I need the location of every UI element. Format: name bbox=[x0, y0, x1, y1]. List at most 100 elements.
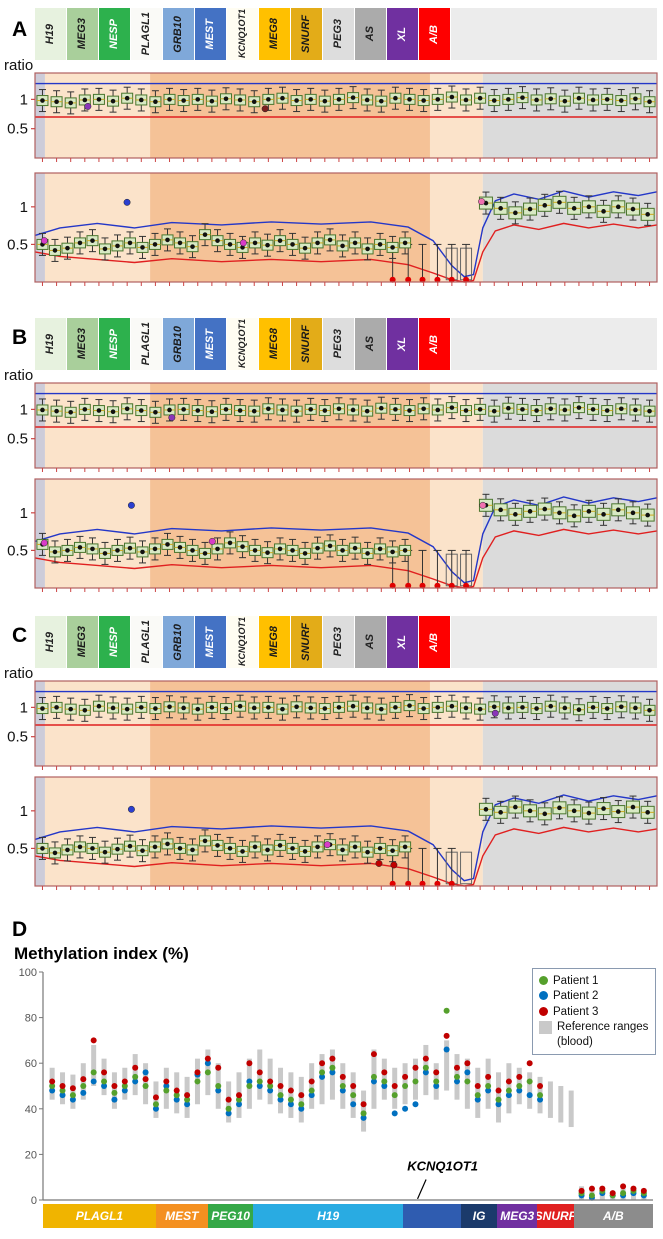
gene-label-grb10: GRB10 bbox=[163, 616, 195, 668]
gene-label-kcnq1ot1: KCNQ1OT1 bbox=[227, 8, 259, 60]
gene-label-text: MEG3 bbox=[76, 328, 88, 360]
svg-text:0.5: 0.5 bbox=[7, 121, 28, 138]
C-methylation_ratio-svg: 10.5 bbox=[7, 776, 658, 890]
methylation-index-scatter-plot: 0 20 40 60 80 100 KCNQ1OT1 bbox=[10, 966, 660, 1211]
panel-c-label: C bbox=[12, 624, 28, 647]
band-segment-ig: IG bbox=[460, 1204, 498, 1228]
gene-label-plagl1: PLAGL1 bbox=[131, 318, 163, 370]
gene-label-text: PEG3 bbox=[332, 329, 344, 359]
gene-header-filler bbox=[451, 318, 657, 370]
gene-label-text: A/B bbox=[428, 334, 440, 354]
svg-text:0: 0 bbox=[31, 1195, 37, 1206]
gene-label-snurf: SNURF bbox=[291, 8, 323, 60]
gene-header-b: H19 MEG3 NESP PLAGL1 GRB10 MEST KCNQ1OT1 MEG8 SN… bbox=[35, 318, 657, 370]
gene-label-text: H19 bbox=[44, 23, 56, 45]
svg-text:1: 1 bbox=[20, 199, 28, 216]
gene-label-meg8: MEG8 bbox=[259, 318, 291, 370]
svg-text:1: 1 bbox=[20, 91, 28, 108]
gene-label-text: PEG3 bbox=[332, 19, 344, 49]
legend-label-patient3: Patient 3 bbox=[553, 1005, 599, 1018]
gene-header-filler bbox=[451, 8, 657, 60]
panel-d-label: D bbox=[12, 918, 28, 941]
gene-label-kcnq1ot1: KCNQ1OT1 bbox=[227, 318, 259, 370]
panel-a-methylation-plot: 1 0.5 bbox=[0, 170, 663, 307]
svg-text:1: 1 bbox=[20, 505, 28, 522]
panel-b-copy-number-plot: 1 0.5 bbox=[0, 380, 663, 481]
gene-label-text: MEG8 bbox=[268, 328, 280, 360]
svg-text:100: 100 bbox=[19, 967, 37, 979]
legend-label-patient2: Patient 2 bbox=[553, 990, 599, 1003]
band-segment-meg3: MEG3 bbox=[497, 1204, 538, 1228]
svg-text:1: 1 bbox=[20, 401, 28, 418]
band-segment-snurf: SNURF bbox=[537, 1204, 574, 1228]
panel-c-copy-number-plot: 1 0.5 bbox=[0, 678, 663, 779]
patient1-dot-icon bbox=[539, 976, 548, 985]
scatter-svg: 0 20 40 60 80 100 KCNQ1OT1 bbox=[19, 967, 653, 1207]
gene-header-c: H19 MEG3 NESP PLAGL1 GRB10 MEST KCNQ1OT1 MEG8 SN… bbox=[35, 616, 657, 668]
gene-label-text: SNURF bbox=[300, 325, 312, 363]
gene-label-text: GRB10 bbox=[172, 623, 184, 661]
gene-label-text: MEG3 bbox=[76, 18, 88, 50]
svg-text:0.5: 0.5 bbox=[7, 542, 28, 559]
B-copy_number_ratio-svg: 10.5 bbox=[7, 382, 658, 472]
gene-label-h19: H19 bbox=[35, 616, 67, 668]
gene-label-snurf: SNURF bbox=[291, 318, 323, 370]
patient3-dot-icon bbox=[539, 1006, 548, 1016]
svg-text:20: 20 bbox=[25, 1149, 37, 1161]
C-copy_number_ratio-svg: 10.5 bbox=[7, 680, 658, 770]
gene-header-filler bbox=[451, 616, 657, 668]
panel-a-label: A bbox=[12, 18, 28, 41]
svg-text:80: 80 bbox=[25, 1013, 37, 1025]
gene-label-xl: XL bbox=[387, 8, 419, 60]
gene-label-meg3: MEG3 bbox=[67, 616, 99, 668]
B-methylation_ratio-svg: 10.5 bbox=[7, 478, 658, 592]
gene-label-meg3: MEG3 bbox=[67, 8, 99, 60]
gene-label-h19: H19 bbox=[35, 318, 67, 370]
gene-label-nesp: NESP bbox=[99, 8, 131, 60]
gene-label-meg8: MEG8 bbox=[259, 616, 291, 668]
band-segment-ab: A/B bbox=[573, 1204, 653, 1228]
gene-label-text: MEG8 bbox=[268, 626, 280, 658]
gene-label-as: AS bbox=[355, 8, 387, 60]
legend: Patient 1 Patient 2 Patient 3 Reference … bbox=[532, 968, 656, 1055]
gene-label-meg8: MEG8 bbox=[259, 8, 291, 60]
gene-label-snurf: SNURF bbox=[291, 616, 323, 668]
gene-label-text: A/B bbox=[428, 24, 440, 44]
svg-text:1: 1 bbox=[20, 699, 28, 716]
gene-label-text: MEG8 bbox=[268, 18, 280, 50]
gene-label-text: MEST bbox=[204, 626, 216, 658]
gene-label-xl: XL bbox=[387, 318, 419, 370]
band-segment-mest: MEST bbox=[155, 1204, 208, 1228]
gene-label-plagl1: PLAGL1 bbox=[131, 8, 163, 60]
gene-label-text: PLAGL1 bbox=[140, 12, 152, 56]
gene-label-mest: MEST bbox=[195, 616, 227, 668]
band-segment-peg10: PEG10 bbox=[207, 1204, 254, 1228]
legend-label-patient1: Patient 1 bbox=[553, 975, 599, 987]
band-segment-plagl1: PLAGL1 bbox=[43, 1204, 156, 1228]
gene-label-grb10: GRB10 bbox=[163, 8, 195, 60]
gene-label-text: KCNQ1OT1 bbox=[237, 9, 247, 59]
gene-label-peg3: PEG3 bbox=[323, 318, 355, 370]
gene-label-text: MEG3 bbox=[76, 626, 88, 658]
gene-label-text: H19 bbox=[44, 631, 56, 653]
A-methylation_ratio-svg: 10.5 bbox=[7, 172, 658, 286]
gene-label-text: MEST bbox=[204, 18, 216, 50]
svg-text:0.5: 0.5 bbox=[7, 236, 28, 253]
gene-header-a: H19 MEG3 NESP PLAGL1 GRB10 MEST KCNQ1OT1 MEG8 SN… bbox=[35, 8, 657, 60]
gene-label-text: A/B bbox=[428, 632, 440, 652]
legend-label-reference-ranges: Reference ranges (blood) bbox=[557, 1021, 649, 1048]
gene-label-ab: A/B bbox=[419, 318, 451, 370]
gene-label-text: XL bbox=[396, 336, 408, 352]
gene-label-meg3: MEG3 bbox=[67, 318, 99, 370]
gene-label-text: AS bbox=[364, 336, 376, 352]
band-segment-h19: H19 bbox=[253, 1204, 403, 1228]
panel-a-copy-number-plot: 1 0.5 bbox=[0, 70, 663, 171]
gene-label-mest: MEST bbox=[195, 318, 227, 370]
gene-label-h19: H19 bbox=[35, 8, 67, 60]
svg-text:60: 60 bbox=[25, 1058, 37, 1070]
gene-label-text: PLAGL1 bbox=[140, 620, 152, 664]
gene-label-nesp: NESP bbox=[99, 616, 131, 668]
panel-b-label: B bbox=[12, 326, 28, 349]
svg-text:0.5: 0.5 bbox=[7, 729, 28, 746]
